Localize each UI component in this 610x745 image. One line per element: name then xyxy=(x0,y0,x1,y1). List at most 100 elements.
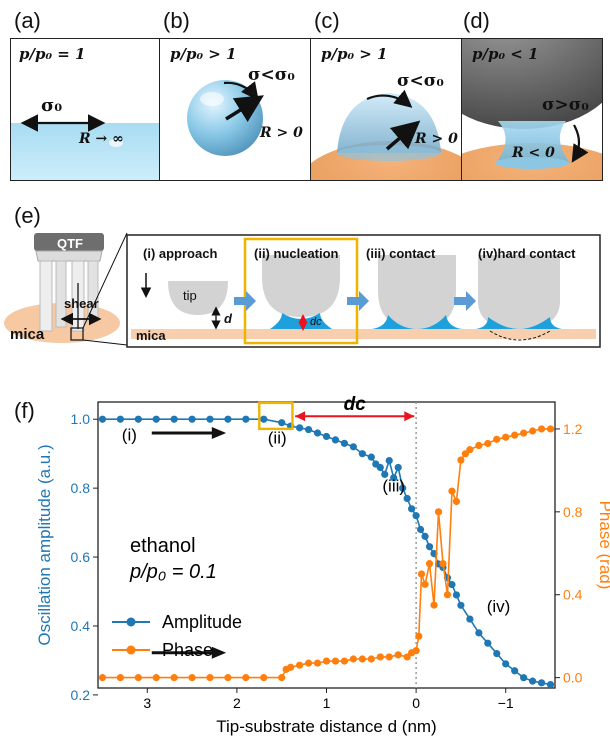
point-amplitude xyxy=(537,679,546,687)
y-tick-label: 0.8 xyxy=(71,480,91,496)
point-amplitude xyxy=(98,415,107,423)
x-tick-label: 2 xyxy=(233,695,241,711)
point-amplitude xyxy=(358,450,366,458)
dc-label-f: dc xyxy=(344,394,367,415)
step-nucleation: (ii) nucleation xyxy=(254,246,339,261)
y-tick-label: 0.6 xyxy=(71,549,91,565)
point-amplitude xyxy=(134,415,142,423)
point-amplitude xyxy=(448,581,456,589)
point-phase xyxy=(511,431,519,439)
panel-d-capillary-bridge: p/p₀ < 1 σ>σ₀ R < 0 xyxy=(461,38,603,181)
panel-a-ratio: p/p₀ = 1 xyxy=(19,45,86,63)
panel-b-ratio: p/p₀ > 1 xyxy=(170,45,237,63)
point-amplitude xyxy=(528,677,537,685)
mica-strip xyxy=(131,329,596,339)
step-arrow xyxy=(454,291,476,311)
d-label: d xyxy=(224,311,232,326)
annotation-iii: (iii) xyxy=(382,477,405,496)
y-tick-label: 0.4 xyxy=(71,618,91,634)
point-amplitude xyxy=(511,667,519,675)
point-phase xyxy=(452,497,461,506)
nucleation-marker-box xyxy=(258,401,294,431)
point-phase xyxy=(528,427,537,435)
mica-strip-label: mica xyxy=(136,328,166,343)
point-amplitude xyxy=(152,415,160,423)
step-approach: (i) approach xyxy=(143,246,218,261)
point-phase xyxy=(313,659,322,667)
point-amplitude xyxy=(349,443,357,451)
point-phase xyxy=(331,657,340,665)
point-amplitude xyxy=(421,532,429,540)
point-amplitude xyxy=(394,463,402,472)
point-amplitude xyxy=(475,629,483,637)
point-amplitude xyxy=(484,639,492,647)
panel-d-ratio: p/p₀ < 1 xyxy=(472,45,539,63)
y2-tick-label: 0.8 xyxy=(563,504,583,520)
point-phase xyxy=(170,674,178,682)
panel-a-radius: R → ∞ xyxy=(79,131,124,147)
panel-d-label: (d) xyxy=(463,8,490,33)
x-tick-label: 3 xyxy=(143,695,151,711)
panel-b-radius: R > 0 xyxy=(260,125,303,141)
point-phase xyxy=(385,653,393,661)
point-amplitude xyxy=(367,453,375,461)
approach-arrow-head xyxy=(211,427,227,440)
point-phase xyxy=(242,674,250,682)
point-phase xyxy=(260,674,268,682)
panel-a-sigma: σ₀ xyxy=(41,95,63,116)
legend-label-phase: Phase xyxy=(162,640,213,660)
point-amplitude xyxy=(452,591,461,599)
point-phase xyxy=(434,508,443,516)
panel-c-cap-droplet: p/p₀ > 1 σ<σ₀ R > 0 xyxy=(310,38,462,181)
panel-d-radius: R < 0 xyxy=(512,145,555,161)
point-amplitude xyxy=(408,505,416,513)
point-phase xyxy=(443,591,452,599)
point-amplitude xyxy=(322,432,331,441)
approach-arrow-head xyxy=(211,646,227,659)
solvent-label: ethanol xyxy=(130,535,196,557)
nucleation-highlight-box xyxy=(243,237,359,345)
point-amplitude xyxy=(381,470,389,478)
point-amplitude xyxy=(313,429,322,437)
y2-axis-label: Phase (rad) xyxy=(596,501,610,590)
point-phase xyxy=(394,651,402,659)
point-phase xyxy=(421,580,429,588)
point-phase xyxy=(457,456,465,464)
step-hard-contact: (iv)hard contact xyxy=(478,246,576,261)
point-phase xyxy=(412,647,420,655)
panel-e-graphic xyxy=(4,232,601,348)
panel-a-graphic xyxy=(11,114,159,180)
x-tick-label: −1 xyxy=(498,695,514,711)
point-phase xyxy=(287,663,295,671)
point-amplitude xyxy=(466,615,474,623)
point-phase xyxy=(493,435,501,443)
qtf-head xyxy=(34,233,104,251)
panel-c-graphic xyxy=(311,89,461,180)
dc-arrow-head-left xyxy=(295,411,306,422)
dc-arrow-head-right xyxy=(404,411,415,422)
panel-c-radius: R > 0 xyxy=(415,131,458,147)
point-amplitude xyxy=(385,456,393,465)
pressure-label: p/p₀ = 0.1 xyxy=(129,561,217,583)
tip-label: tip xyxy=(183,288,197,303)
point-phase xyxy=(296,661,304,669)
annotation-i: (i) xyxy=(122,425,137,444)
y-tick-label: 1.0 xyxy=(71,411,91,427)
point-amplitude xyxy=(116,415,125,423)
point-phase xyxy=(116,674,125,682)
point-phase xyxy=(134,674,142,682)
annotation-ii: (ii) xyxy=(268,428,287,447)
point-phase xyxy=(425,560,434,568)
point-phase xyxy=(358,655,366,663)
legend-marker-amplitude xyxy=(126,617,136,627)
point-amplitude xyxy=(416,525,425,534)
point-phase xyxy=(430,601,438,609)
panel-c-sigma: σ<σ₀ xyxy=(397,71,444,91)
y2-tick-label: 1.2 xyxy=(563,421,583,437)
point-phase xyxy=(152,674,160,682)
point-phase xyxy=(322,657,331,665)
point-phase xyxy=(98,674,107,682)
point-amplitude xyxy=(390,474,398,482)
legend-marker-phase xyxy=(126,645,136,655)
